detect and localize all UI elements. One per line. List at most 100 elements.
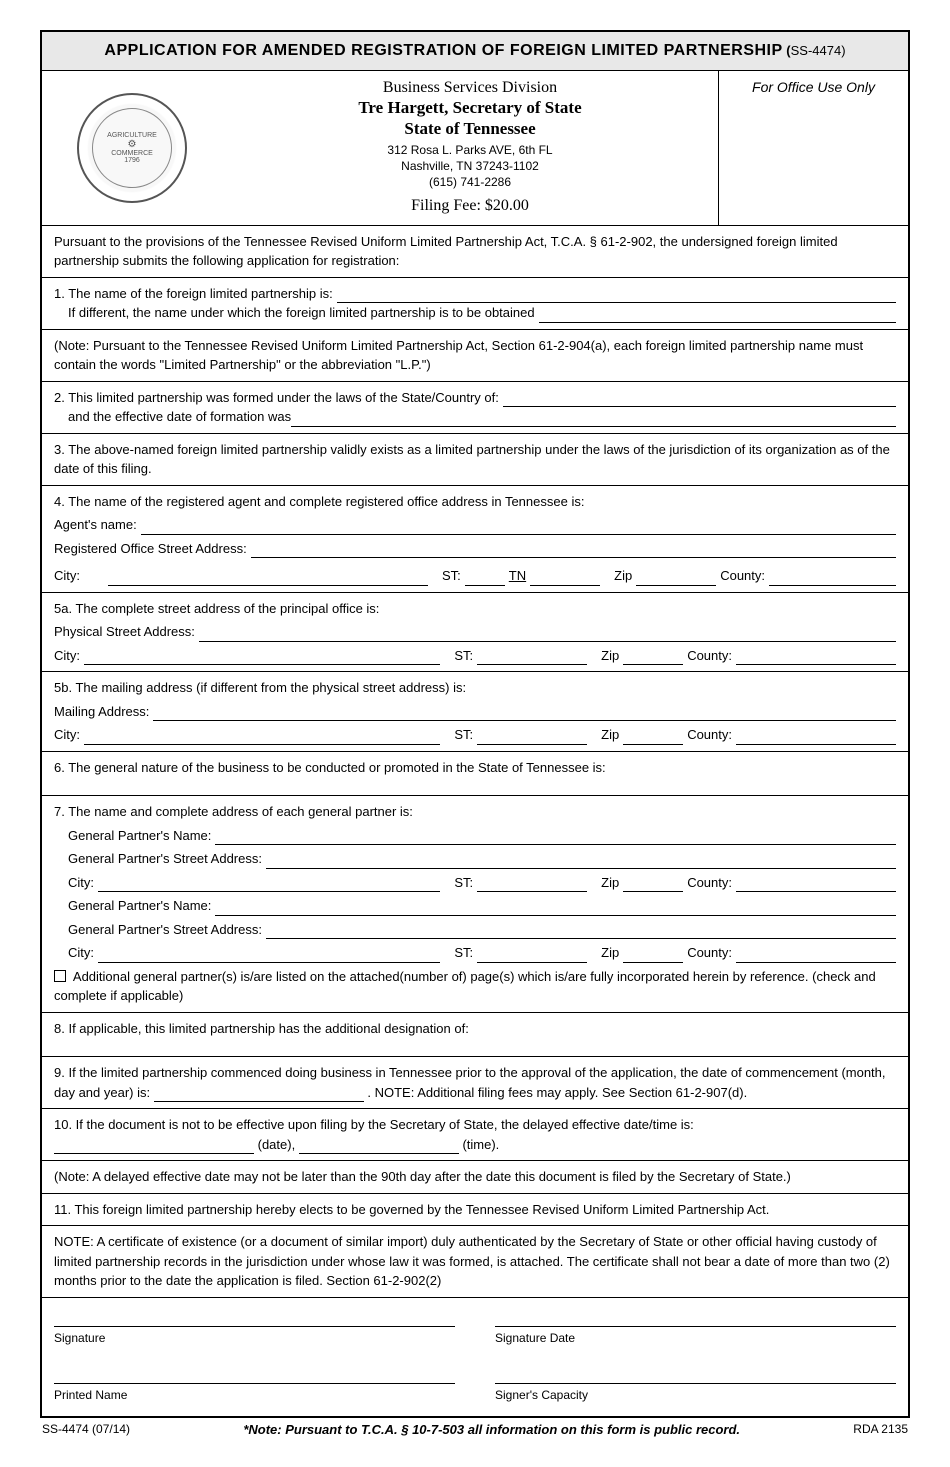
q4-st-pad2[interactable] <box>530 573 600 586</box>
signature-date-label: Signature Date <box>495 1331 575 1345</box>
title-row: APPLICATION FOR AMENDED REGISTRATION OF … <box>42 32 908 71</box>
q5b-street-input[interactable] <box>153 708 896 721</box>
q7-street-label-1: General Partner's Street Address: <box>68 849 262 869</box>
q5a-street-input[interactable] <box>199 629 896 642</box>
question-6: 6. The general nature of the business to… <box>42 752 908 797</box>
question-11: 11. This foreign limited partnership her… <box>42 1194 908 1227</box>
header-center: Business Services Division Tre Hargett, … <box>222 71 718 225</box>
q10-date-input[interactable] <box>54 1141 254 1154</box>
q1-input[interactable] <box>337 284 896 304</box>
q4-agent-label: Agent's name: <box>54 515 137 535</box>
q7-county-input-1[interactable] <box>736 879 896 892</box>
q4-county-label: County: <box>720 566 765 586</box>
q5b-zip-input[interactable] <box>623 732 683 745</box>
q7-zip-input-1[interactable] <box>623 879 683 892</box>
q1-sub-label: If different, the name under which the f… <box>68 303 535 323</box>
q7-name-input-1[interactable] <box>215 832 896 845</box>
q1-sub-input[interactable] <box>539 303 896 323</box>
q7-street-label-2: General Partner's Street Address: <box>68 920 262 940</box>
q7-street-input-1[interactable] <box>266 856 896 869</box>
footer-note: *Note: Pursuant to T.C.A. § 10-7-503 all… <box>130 1422 853 1437</box>
q7-county-input-2[interactable] <box>736 950 896 963</box>
printed-name-line[interactable]: Printed Name <box>54 1383 455 1404</box>
q5b-city-label: City: <box>54 725 80 745</box>
signature-label: Signature <box>54 1331 105 1345</box>
q7-name-label-2: General Partner's Name: <box>68 896 211 916</box>
q4-zip-label: Zip <box>614 566 632 586</box>
q7-st-input-2[interactable] <box>477 950 587 963</box>
footer-form-id: SS-4474 (07/14) <box>42 1422 130 1436</box>
q5b-st-input[interactable] <box>477 732 587 745</box>
question-5b: 5b. The mailing address (if different fr… <box>42 672 908 752</box>
q5a-street-label: Physical Street Address: <box>54 622 195 642</box>
q7-city-label-1: City: <box>68 873 94 893</box>
office-use: For Office Use Only <box>718 71 908 225</box>
note-10: (Note: A delayed effective date may not … <box>42 1161 908 1194</box>
seal-cell: AGRICULTURE ⚙ COMMERCE 1796 <box>42 71 222 225</box>
question-4: 4. The name of the registered agent and … <box>42 486 908 593</box>
question-9: 9. If the limited partnership commenced … <box>42 1057 908 1109</box>
q7-zip-label-2: Zip <box>601 943 619 963</box>
q2-input1[interactable] <box>503 388 896 408</box>
q5a-county-label: County: <box>687 646 732 666</box>
q4-zip-input[interactable] <box>636 573 716 586</box>
additional-partners-checkbox[interactable] <box>54 970 66 982</box>
state-name: State of Tennessee <box>232 119 708 139</box>
q4-st-pad1[interactable] <box>465 573 505 586</box>
printed-name-label: Printed Name <box>54 1388 127 1402</box>
q5b-city-input[interactable] <box>84 732 440 745</box>
q5a-st-label: ST: <box>454 646 473 666</box>
q2-input2[interactable] <box>291 407 896 427</box>
q9-note: . NOTE: Additional filing fees may apply… <box>367 1085 747 1100</box>
q7-st-input-1[interactable] <box>477 879 587 892</box>
q7-county-label-2: County: <box>687 943 732 963</box>
q7-county-label-1: County: <box>687 873 732 893</box>
q7-city-input-2[interactable] <box>98 950 440 963</box>
division-name: Business Services Division <box>232 79 708 97</box>
signature-date-line[interactable]: Signature Date <box>495 1326 896 1347</box>
q5a-zip-label: Zip <box>601 646 619 666</box>
form-title: APPLICATION FOR AMENDED REGISTRATION OF … <box>104 42 782 59</box>
signature-section: Signature Printed Name Signature Date Si… <box>42 1298 908 1416</box>
q5b-street-label: Mailing Address: <box>54 702 149 722</box>
q5b-county-input[interactable] <box>736 732 896 745</box>
q7-city-input-1[interactable] <box>98 879 440 892</box>
header-section: AGRICULTURE ⚙ COMMERCE 1796 Business Ser… <box>42 71 908 226</box>
q4-intro: 4. The name of the registered agent and … <box>54 492 896 512</box>
q10-time-input[interactable] <box>299 1141 459 1154</box>
signature-line[interactable]: Signature <box>54 1326 455 1347</box>
secretary-name: Tre Hargett, Secretary of State <box>232 98 708 118</box>
q4-city-input[interactable] <box>108 573 428 586</box>
q5a-city-label: City: <box>54 646 80 666</box>
q7-st-label-1: ST: <box>454 873 473 893</box>
q7-street-input-2[interactable] <box>266 926 896 939</box>
q5b-zip-label: Zip <box>601 725 619 745</box>
note-final: NOTE: A certificate of existence (or a d… <box>42 1226 908 1298</box>
q10-date-label: (date), <box>258 1137 296 1152</box>
q7-zip-label-1: Zip <box>601 873 619 893</box>
q5b-st-label: ST: <box>454 725 473 745</box>
q5a-zip-input[interactable] <box>623 652 683 665</box>
question-8: 8. If applicable, this limited partnersh… <box>42 1013 908 1058</box>
q5a-city-input[interactable] <box>84 652 440 665</box>
q9-date-input[interactable] <box>154 1089 364 1102</box>
q7-zip-input-2[interactable] <box>623 950 683 963</box>
seal-year: 1796 <box>124 157 140 164</box>
q4-street-label: Registered Office Street Address: <box>54 539 247 559</box>
q7-name-input-2[interactable] <box>215 903 896 916</box>
q4-county-input[interactable] <box>769 573 896 586</box>
q5a-county-input[interactable] <box>736 652 896 665</box>
q5a-st-input[interactable] <box>477 652 587 665</box>
footer: SS-4474 (07/14) *Note: Pursuant to T.C.A… <box>40 1418 910 1437</box>
addr-line1: 312 Rosa L. Parks AVE, 6th FL <box>387 143 552 157</box>
q7-city-label-2: City: <box>68 943 94 963</box>
seal-text-2: COMMERCE <box>111 150 153 157</box>
state-seal-icon: AGRICULTURE ⚙ COMMERCE 1796 <box>77 93 187 203</box>
q4-street-input[interactable] <box>251 545 896 558</box>
note-1: (Note: Pursuant to the Tennessee Revised… <box>42 330 908 382</box>
q4-agent-input[interactable] <box>141 522 896 535</box>
phone: (615) 741-2286 <box>429 175 511 189</box>
signer-capacity-line[interactable]: Signer's Capacity <box>495 1383 896 1404</box>
q2-sub-label: and the effective date of formation was <box>68 407 291 427</box>
q7-additional-text: Additional general partner(s) is/are lis… <box>54 969 876 1004</box>
